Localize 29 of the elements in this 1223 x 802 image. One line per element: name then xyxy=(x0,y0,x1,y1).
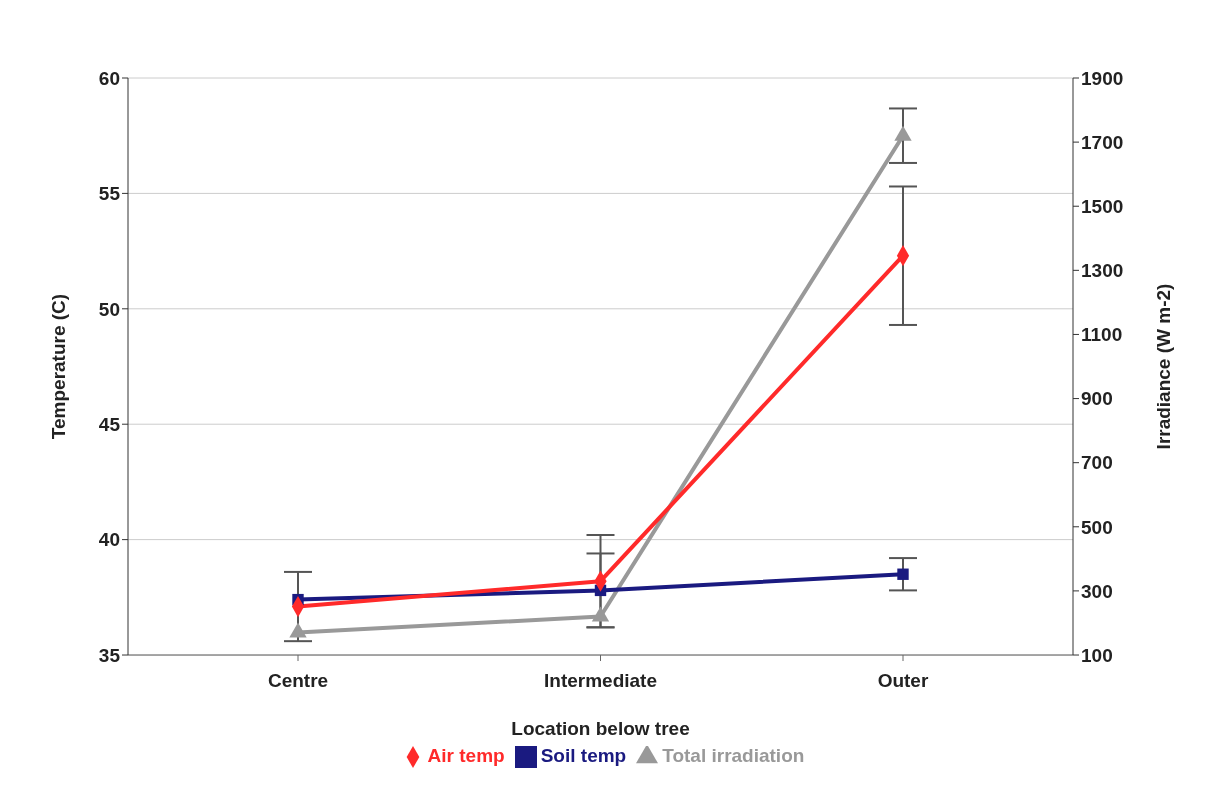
y-tick-label: 35 xyxy=(98,644,121,666)
legend-label: Air temp xyxy=(427,745,505,767)
y2-tick-label: 1700 xyxy=(1081,131,1124,153)
y-tick-label: 55 xyxy=(98,183,121,205)
point xyxy=(289,622,307,638)
y2-tick-label: 700 xyxy=(1081,452,1113,474)
y2-tick-label: 500 xyxy=(1081,516,1113,538)
point xyxy=(897,568,909,580)
point xyxy=(894,125,912,141)
y2-tick-label: 100 xyxy=(1081,644,1113,666)
y2-tick-label: 1500 xyxy=(1081,195,1124,217)
y2-axis-title: Irradiance (W m-2) xyxy=(1152,283,1174,450)
y-axis-title: Temperature (C) xyxy=(47,293,69,440)
y2-tick-label: 1300 xyxy=(1081,260,1124,282)
legend-label: Total irradiation xyxy=(662,745,805,767)
y-tick-label: 60 xyxy=(98,67,120,89)
y-tick-label: 40 xyxy=(98,529,120,551)
x-tick-label: Outer xyxy=(877,669,929,691)
y2-tick-label: 900 xyxy=(1081,388,1113,410)
y2-tick-label: 300 xyxy=(1081,580,1113,602)
legend-label: Soil temp xyxy=(540,745,627,767)
y2-tick-label: 1900 xyxy=(1081,67,1124,89)
y2-tick-label: 1100 xyxy=(1081,324,1123,346)
point xyxy=(591,606,610,622)
x-tick-label: Intermediate xyxy=(544,669,657,691)
y-tick-label: 45 xyxy=(98,413,121,435)
x-tick-label: Centre xyxy=(267,669,329,691)
y-tick-label: 50 xyxy=(98,298,120,320)
x-axis-title: Location below tree xyxy=(511,718,690,740)
